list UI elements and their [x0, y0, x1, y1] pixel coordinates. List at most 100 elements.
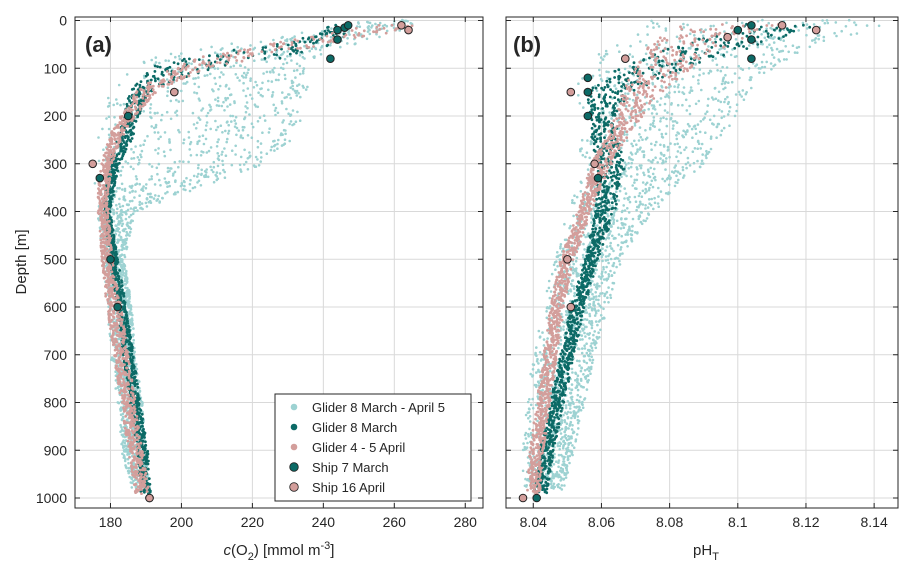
panel-a-point	[286, 50, 289, 53]
panel-a-point	[231, 164, 234, 167]
panel-a-point	[133, 459, 136, 462]
panel-a-point	[279, 41, 282, 44]
panel-a-point	[220, 124, 223, 127]
panel-a-point	[227, 59, 230, 62]
panel-a-point	[125, 144, 128, 147]
panel-b-point	[697, 54, 700, 57]
panel-a-point	[213, 77, 216, 80]
panel-a-ship-point	[334, 36, 342, 44]
panel-a-point	[131, 452, 134, 455]
panel-a-point	[230, 42, 233, 45]
panel-a-point	[107, 243, 110, 246]
panel-a-point	[167, 182, 170, 185]
panel-b-point	[602, 58, 605, 61]
panel-a-point	[383, 27, 386, 30]
panel-a-point	[182, 142, 185, 145]
panel-a-point	[217, 138, 220, 141]
panel-b-point	[741, 22, 744, 25]
panel-a-ytick-label: 100	[44, 60, 68, 76]
panel-b-point	[738, 77, 741, 80]
panel-a-point	[105, 117, 108, 120]
panel-a-point	[212, 90, 215, 93]
panel-a-point	[205, 138, 208, 141]
panel-a-point	[229, 103, 232, 106]
panel-a-point	[196, 175, 199, 178]
panel-a-point	[290, 44, 293, 47]
panel-a-point	[138, 446, 141, 449]
panel-a-point	[117, 361, 120, 364]
panel-a-point	[219, 58, 222, 61]
panel-a-point	[291, 124, 294, 127]
panel-a-point	[201, 67, 204, 70]
panel-a-point	[260, 151, 263, 154]
panel-a-point	[136, 209, 139, 212]
panel-a-point	[359, 25, 362, 28]
panel-a-point	[164, 59, 167, 62]
panel-a-point	[106, 286, 109, 289]
panel-a-point	[214, 120, 217, 123]
panel-b-point	[770, 62, 773, 65]
panel-b-point	[613, 85, 616, 88]
panel-a-point	[141, 413, 144, 416]
panel-a-point	[157, 77, 160, 80]
panel-a-point	[99, 239, 102, 242]
panel-a-point	[237, 50, 240, 53]
panel-a-point	[214, 67, 217, 70]
panel-a-point	[135, 96, 138, 99]
panel-a-point	[378, 36, 381, 39]
panel-a-ship-point	[96, 174, 104, 182]
panel-a-ytick-label: 900	[44, 442, 68, 458]
panel-a-point	[235, 62, 238, 65]
panel-a-point	[209, 128, 212, 131]
panel-a-ship-point	[114, 303, 122, 311]
panel-a-point	[184, 60, 187, 63]
panel-a-point	[155, 199, 158, 202]
panel-a-point	[232, 115, 235, 118]
panel-b-point	[817, 34, 820, 37]
panel-a-point	[123, 402, 126, 405]
panel-b-point	[720, 70, 723, 73]
panel-a-ytick-label: 800	[44, 395, 68, 411]
panel-a-point	[302, 86, 305, 89]
panel-a-point	[238, 79, 241, 82]
panel-a-point	[322, 40, 325, 43]
panel-a-point	[150, 117, 153, 120]
panel-a-point	[127, 472, 130, 475]
panel-a-point	[330, 27, 333, 30]
panel-a-point	[170, 167, 173, 170]
panel-a-point	[147, 82, 150, 85]
panel-a-point	[275, 51, 278, 54]
panel-a-point	[156, 112, 159, 115]
panel-a-point	[242, 89, 245, 92]
panel-a-point	[302, 67, 305, 70]
panel-a-xtick-label: 180	[99, 514, 123, 530]
panel-a-point	[104, 295, 107, 298]
panel-b-point	[599, 74, 602, 77]
panel-a-point	[202, 151, 205, 154]
panel-a-point	[156, 65, 159, 68]
panel-a-point	[122, 246, 125, 249]
panel-a-point	[157, 138, 160, 141]
panel-a-point	[133, 448, 136, 451]
panel-a-point	[149, 193, 152, 196]
panel-a-point	[142, 110, 145, 113]
panel-a-point	[213, 181, 216, 184]
panel-a-point	[230, 54, 233, 57]
panel-b-point	[639, 40, 642, 43]
panel-b-point	[606, 53, 609, 56]
panel-a-point	[212, 64, 215, 67]
panel-a-point	[219, 172, 222, 175]
panel-a-point	[101, 228, 104, 231]
panel-a-point	[258, 164, 261, 167]
panel-a-point	[259, 116, 262, 119]
panel-a-point	[141, 419, 144, 422]
panel-a-point	[182, 100, 185, 103]
panel-b-point	[708, 72, 711, 75]
panel-a-point	[235, 134, 238, 137]
panel-a-point	[121, 224, 124, 227]
panel-a-point	[161, 85, 164, 88]
panel-a-point	[187, 161, 190, 164]
panel-a-point	[288, 140, 291, 143]
panel-a-point	[151, 165, 154, 168]
panel-a-point	[141, 404, 144, 407]
